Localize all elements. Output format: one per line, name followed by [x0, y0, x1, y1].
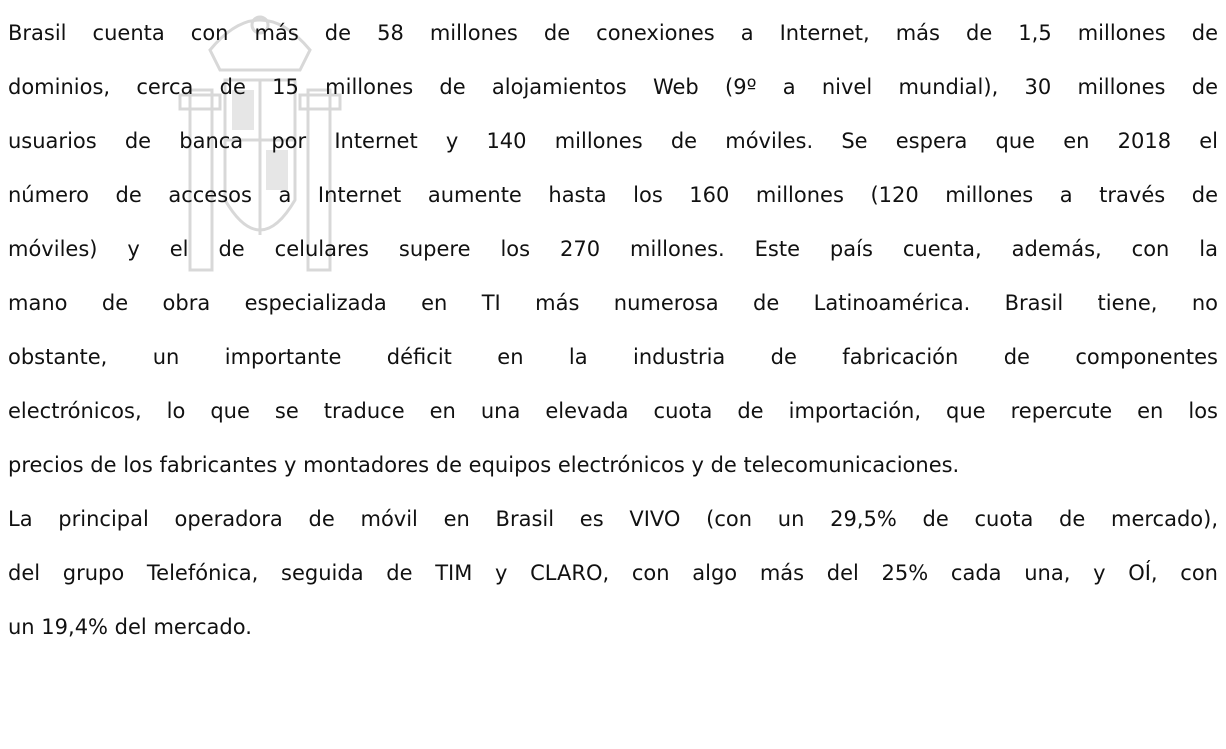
- text-line: precios de los fabricantes y montadores …: [8, 453, 960, 477]
- text-line: móviles) y el de celulares supere los 27…: [8, 237, 1218, 261]
- text-line: dominios, cerca de 15 millones de alojam…: [8, 75, 1218, 99]
- text-line: mano de obra especializada en TI más num…: [8, 291, 1218, 315]
- watermark: [178, 15, 342, 272]
- text-line: un 19,4% del mercado.: [8, 615, 252, 639]
- text-line: del grupo Telefónica, seguida de TIM y C…: [8, 561, 1218, 585]
- paragraph: La principal operadora de móvil en Brasi…: [8, 492, 1218, 654]
- text-line: La principal operadora de móvil en Brasi…: [8, 507, 1218, 531]
- text-line: obstante, un importante déficit en la in…: [8, 345, 1218, 369]
- text-line: Brasil cuenta con más de 58 millones de …: [8, 21, 1218, 45]
- paragraph: Brasil cuenta con más de 58 millones de …: [8, 6, 1218, 492]
- text-line: usuarios de banca por Internet y 140 mil…: [8, 129, 1218, 153]
- text-line: número de accesos a Internet aumente has…: [8, 183, 1218, 207]
- text-line: electrónicos, lo que se traduce en una e…: [8, 399, 1218, 423]
- document: Brasil cuenta con más de 58 millones de …: [8, 6, 1218, 654]
